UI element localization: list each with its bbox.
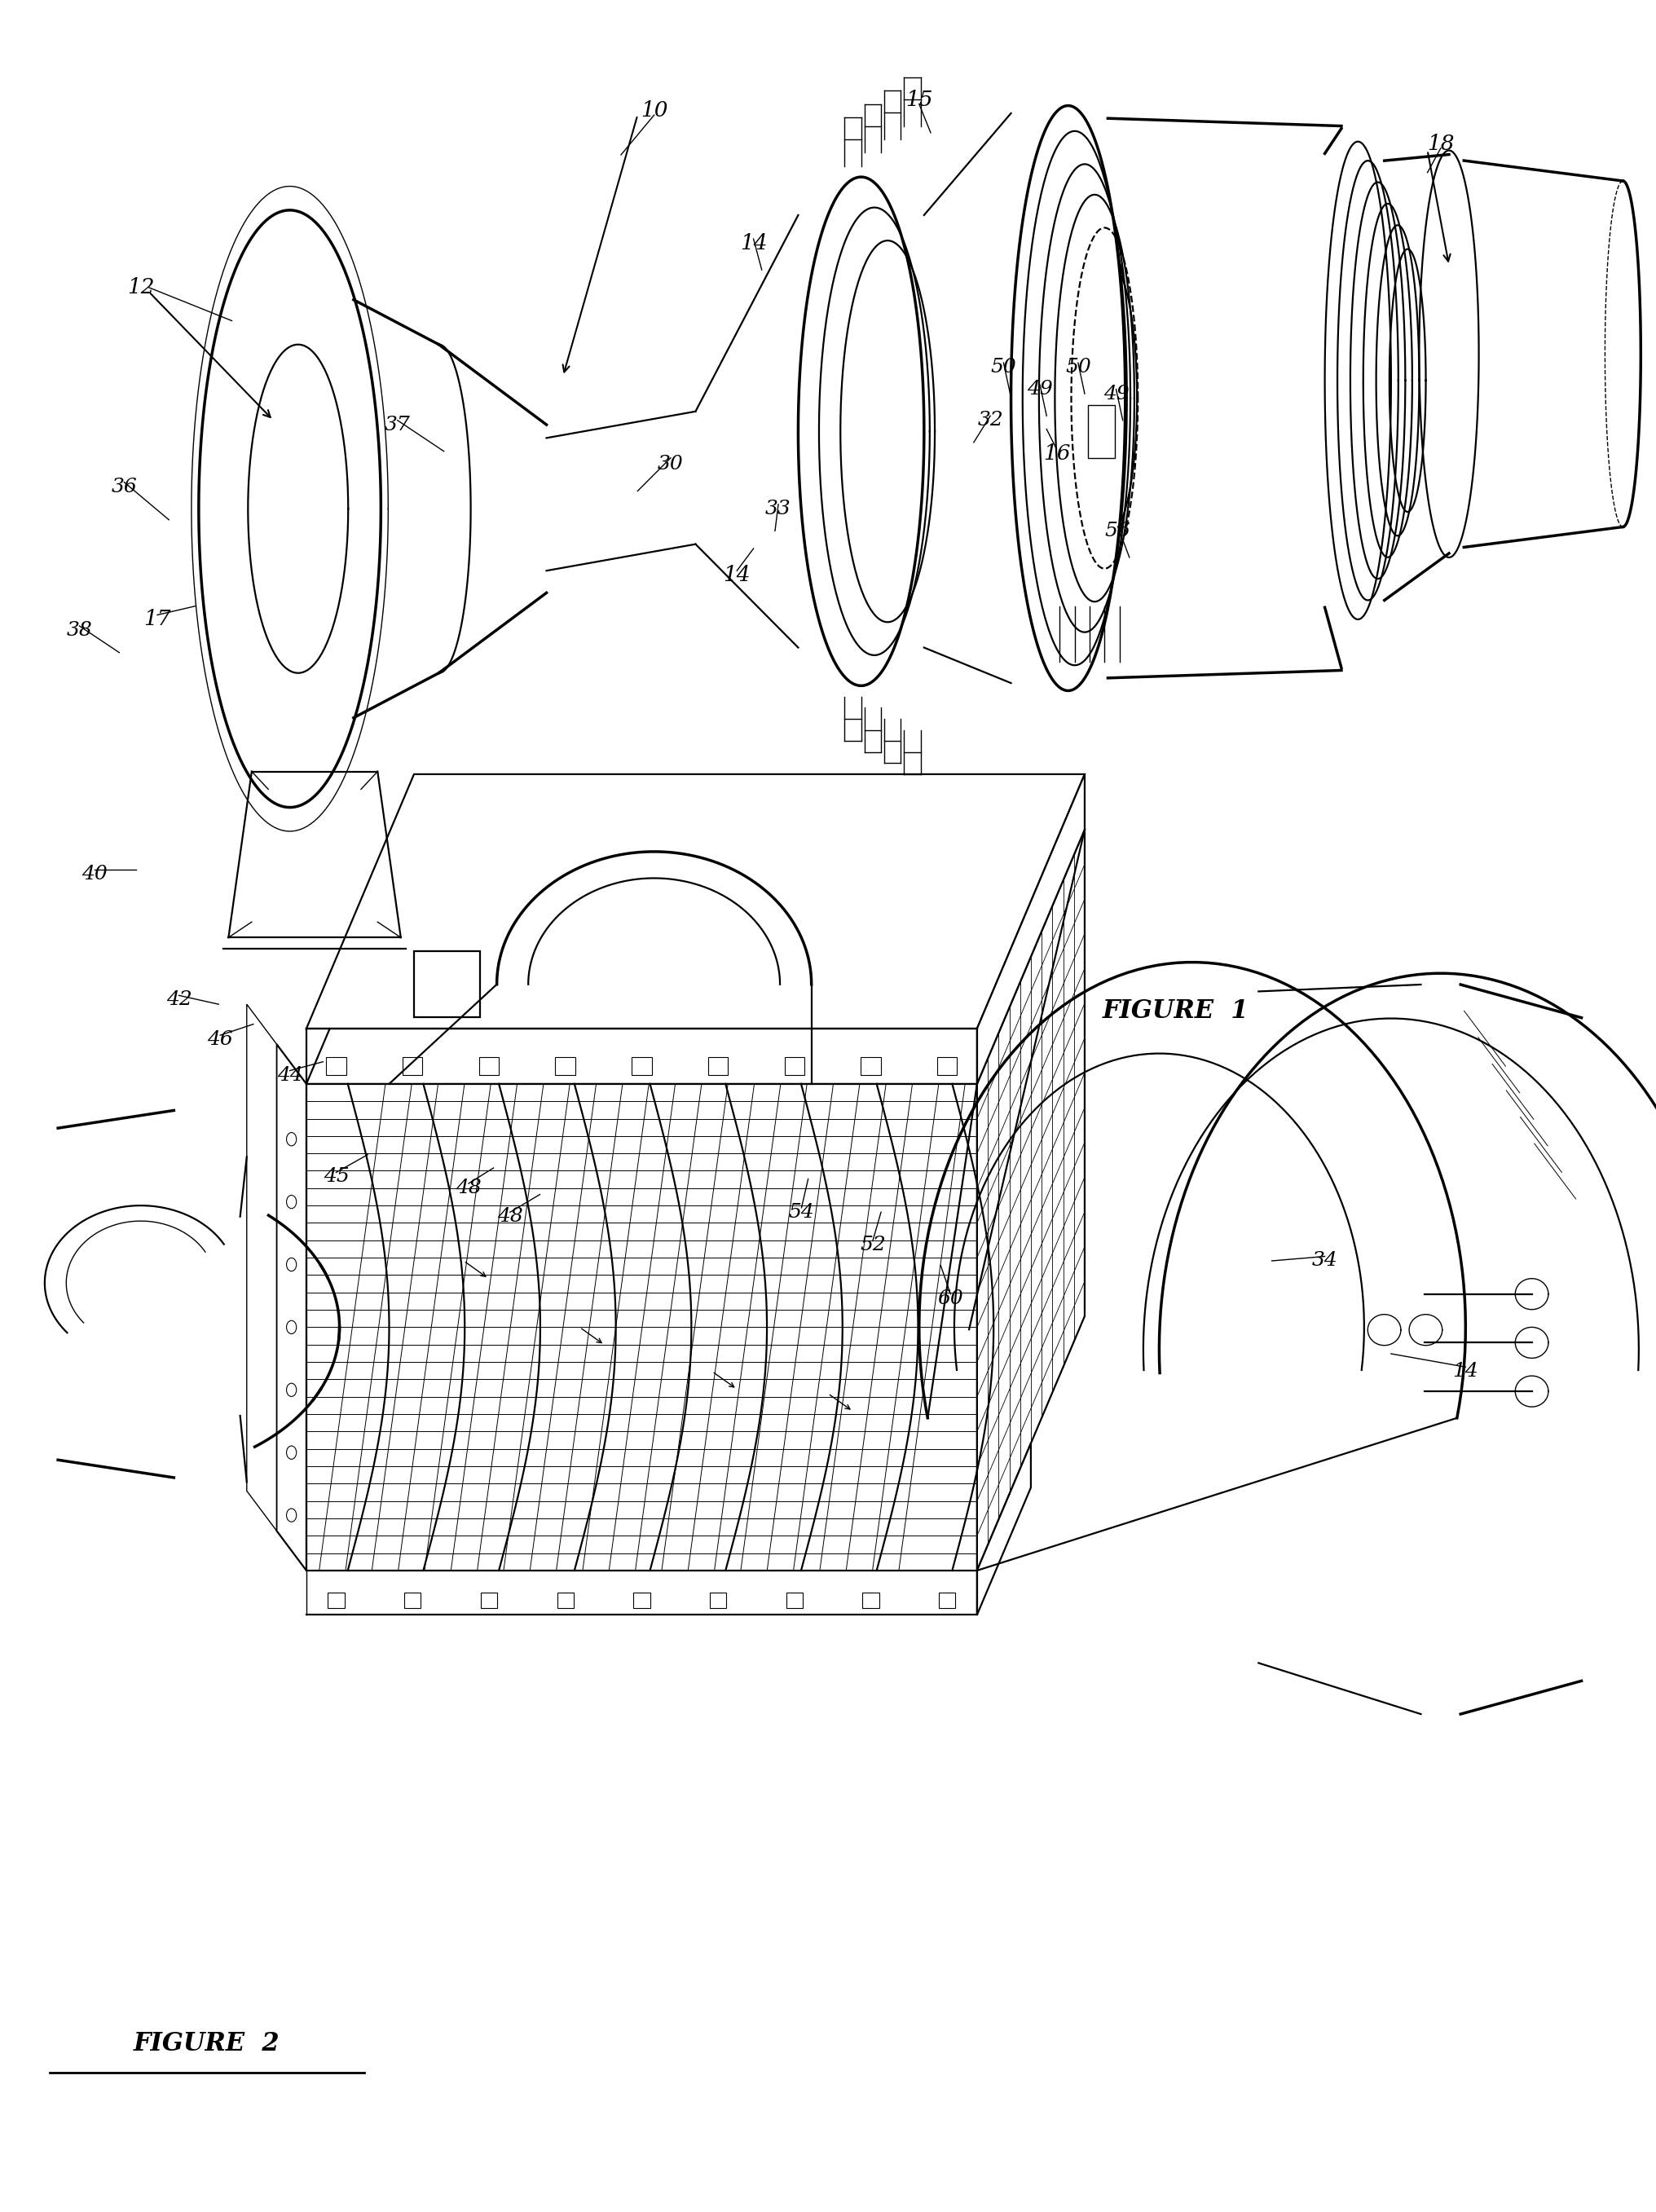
- Text: 14: 14: [1452, 1363, 1479, 1380]
- Bar: [863, 1593, 879, 1608]
- Bar: [633, 1593, 649, 1608]
- Bar: [709, 1057, 729, 1075]
- Bar: [414, 951, 480, 1018]
- Text: FIGURE  1: FIGURE 1: [1103, 998, 1249, 1024]
- Bar: [939, 1593, 956, 1608]
- Text: 48: 48: [497, 1208, 523, 1225]
- Text: 46: 46: [207, 1031, 233, 1048]
- Bar: [631, 1057, 651, 1075]
- Polygon shape: [1012, 106, 1126, 690]
- Text: 49: 49: [1103, 385, 1129, 403]
- Text: 50: 50: [990, 358, 1017, 376]
- Bar: [1088, 405, 1114, 458]
- Bar: [785, 1057, 805, 1075]
- Bar: [937, 1057, 957, 1075]
- Polygon shape: [1085, 265, 1138, 531]
- Polygon shape: [1037, 175, 1123, 622]
- Text: FIGURE  2: FIGURE 2: [134, 2031, 280, 2057]
- Bar: [710, 1593, 727, 1608]
- Text: 44: 44: [277, 1066, 303, 1084]
- Text: 56: 56: [1105, 522, 1131, 540]
- Polygon shape: [977, 830, 1085, 1571]
- Text: 14: 14: [724, 564, 750, 586]
- Text: 12: 12: [128, 276, 154, 299]
- Text: 37: 37: [384, 416, 411, 434]
- Polygon shape: [306, 1084, 977, 1571]
- Text: 33: 33: [765, 500, 792, 518]
- Polygon shape: [1018, 144, 1118, 653]
- Text: 34: 34: [1312, 1252, 1338, 1270]
- Bar: [480, 1593, 497, 1608]
- Text: 60: 60: [937, 1290, 964, 1307]
- Bar: [326, 1057, 346, 1075]
- Polygon shape: [306, 830, 1085, 1084]
- Bar: [479, 1057, 498, 1075]
- Bar: [555, 1057, 575, 1075]
- Polygon shape: [199, 210, 381, 807]
- Polygon shape: [277, 1044, 306, 1571]
- Text: 48: 48: [455, 1179, 482, 1197]
- Bar: [328, 1593, 344, 1608]
- Polygon shape: [306, 774, 1085, 1029]
- Text: 49: 49: [1027, 380, 1053, 398]
- Text: 15: 15: [906, 88, 932, 111]
- Text: 16: 16: [1043, 442, 1070, 465]
- Text: 40: 40: [81, 865, 108, 883]
- Text: 32: 32: [977, 411, 1004, 429]
- Text: 50: 50: [1065, 358, 1091, 376]
- Polygon shape: [1419, 150, 1479, 557]
- Text: 54: 54: [788, 1203, 815, 1221]
- Text: 36: 36: [111, 478, 137, 495]
- Polygon shape: [1053, 206, 1129, 591]
- Text: 30: 30: [657, 456, 684, 473]
- Polygon shape: [977, 1444, 1030, 1615]
- Polygon shape: [977, 774, 1085, 1084]
- Polygon shape: [1325, 142, 1391, 619]
- Text: 18: 18: [1427, 133, 1454, 155]
- Bar: [402, 1057, 422, 1075]
- Polygon shape: [247, 1004, 277, 1531]
- Bar: [787, 1593, 803, 1608]
- Text: 10: 10: [641, 100, 667, 122]
- Text: 38: 38: [66, 622, 93, 639]
- Text: 14: 14: [740, 232, 767, 254]
- Text: 45: 45: [323, 1168, 349, 1186]
- Bar: [861, 1057, 881, 1075]
- Text: 17: 17: [144, 608, 171, 630]
- Bar: [556, 1593, 573, 1608]
- Polygon shape: [1070, 232, 1133, 564]
- Bar: [404, 1593, 421, 1608]
- Text: 52: 52: [859, 1237, 886, 1254]
- Text: 42: 42: [166, 991, 192, 1009]
- Polygon shape: [798, 177, 924, 686]
